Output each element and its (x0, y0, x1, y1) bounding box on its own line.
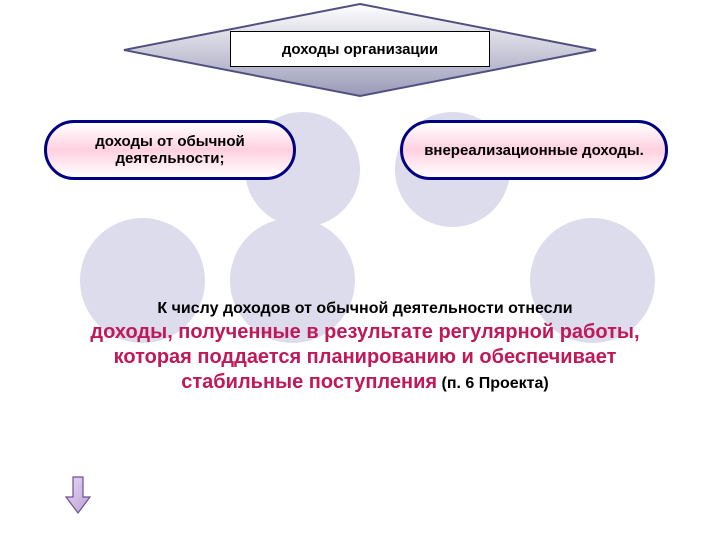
header-title: доходы организации (230, 31, 490, 67)
category-right-label: внереализационные доходы. (424, 142, 644, 159)
header-diamond: доходы организации (120, 0, 600, 100)
down-arrow-icon (64, 475, 92, 520)
body-highlight-line: доходы, полученные в результате регулярн… (60, 320, 670, 395)
category-left-label: доходы от обычной деятельности; (63, 133, 277, 167)
body-text-block: К числу доходов от обычной деятельности … (60, 300, 670, 395)
body-tail-text: (п. 6 Проекта) (437, 375, 549, 392)
body-intro-line: К числу доходов от обычной деятельности … (60, 300, 670, 318)
body-highlight-text: доходы, полученные в результате регулярн… (90, 321, 639, 393)
category-oval-right: внереализационные доходы. (400, 120, 668, 180)
category-oval-left: доходы от обычной деятельности; (44, 120, 296, 180)
